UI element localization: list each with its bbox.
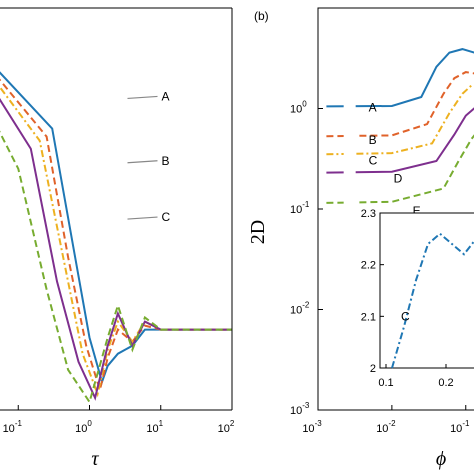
inset: C 2 2.1 2.2 2.3 0.1 0.2 (361, 208, 474, 389)
panel-b-y-axis-label: 2D (247, 220, 269, 244)
panel-b-curve-label-A: A (369, 100, 377, 114)
inset-x-ticks: 0.1 0.2 (378, 364, 454, 389)
inset-y-tick-label: 2.3 (361, 208, 376, 220)
panel-b-x-tick-label: 10-3 (302, 419, 322, 435)
panel-a-series-D (0, 98, 232, 401)
panel-a-x-tick-label: 100 (75, 419, 92, 435)
panel-b-label: (b) (254, 9, 269, 23)
panel-b-label-bg-B (343, 128, 356, 145)
panel-b-series-D (326, 107, 474, 174)
panel-a-curve-label-C: C (161, 210, 170, 224)
panel-b-y-tick-label: 10-2 (290, 301, 310, 317)
panel-a-series-A (0, 71, 232, 386)
panel-a-curve-label-B: B (161, 154, 169, 168)
panel-b-curve-label-D: D (394, 172, 403, 186)
panel-a-x-tick-label: 101 (146, 419, 163, 435)
inset-y-tick-label: 2.2 (361, 260, 376, 272)
panel-a-curve-label-A: A (161, 89, 169, 103)
panel-a-series-B (0, 78, 232, 394)
panel-a-series-E (0, 130, 232, 405)
panel-b-curve-label-E: E (413, 204, 421, 218)
panel-a-leader-A (127, 95, 158, 100)
inset-frame (379, 212, 474, 369)
inset-x-tick-label: 0.1 (378, 377, 393, 389)
panel-b-x-tick-label: 10-2 (376, 419, 396, 435)
inset-y-tick-label: 2.1 (361, 311, 376, 323)
panel-a-x-tick-label: 102 (218, 419, 235, 435)
panel-b-y-tick-label: 10-1 (290, 200, 310, 216)
panel-b-label-bg-A (343, 98, 356, 115)
inset-curve-label-C: C (401, 309, 410, 323)
inset-y-tick-label: 2 (370, 363, 376, 375)
panel-b-y-tick-label: 100 (290, 100, 307, 116)
panel-b-y-ticks: 100 10-1 10-2 10-3 (290, 100, 323, 417)
panel-b-curve-label-B: B (369, 133, 377, 147)
panel-b-label-bg-C (343, 146, 356, 163)
panel-a-series-C (0, 85, 232, 398)
panel-b-label-bg-E (343, 194, 356, 211)
panel-a-series-layer (0, 71, 232, 405)
panel-b-series-A (326, 48, 474, 108)
panel-b-curve-label-C: C (369, 153, 378, 167)
panel-a-leader-B (127, 160, 158, 164)
panel-a-x-axis-label: τ (91, 448, 99, 470)
inset-series-C (391, 232, 474, 369)
panel-b-label-layer: A BC D E (343, 98, 421, 218)
inset-label-layer: C (401, 309, 410, 323)
inset-x-tick-label: 0.2 (438, 377, 453, 389)
panel-b-x-tick-label: 10-1 (450, 419, 470, 435)
panel-b-series-layer (326, 48, 474, 204)
inset-series-layer (391, 232, 474, 369)
panel-b-x-axis-label: ϕ (436, 448, 446, 470)
panel-a-leader-C (127, 216, 158, 220)
panel-b-label-bg-D (343, 164, 356, 181)
panel-b-series-C (326, 84, 474, 156)
panel-b-series-B (326, 71, 474, 138)
panel-a-x-tick-label: 10-1 (3, 419, 23, 435)
inset-y-ticks: 2 2.1 2.2 2.3 (361, 208, 384, 375)
panel-b-y-tick-label: 10-3 (290, 401, 310, 417)
